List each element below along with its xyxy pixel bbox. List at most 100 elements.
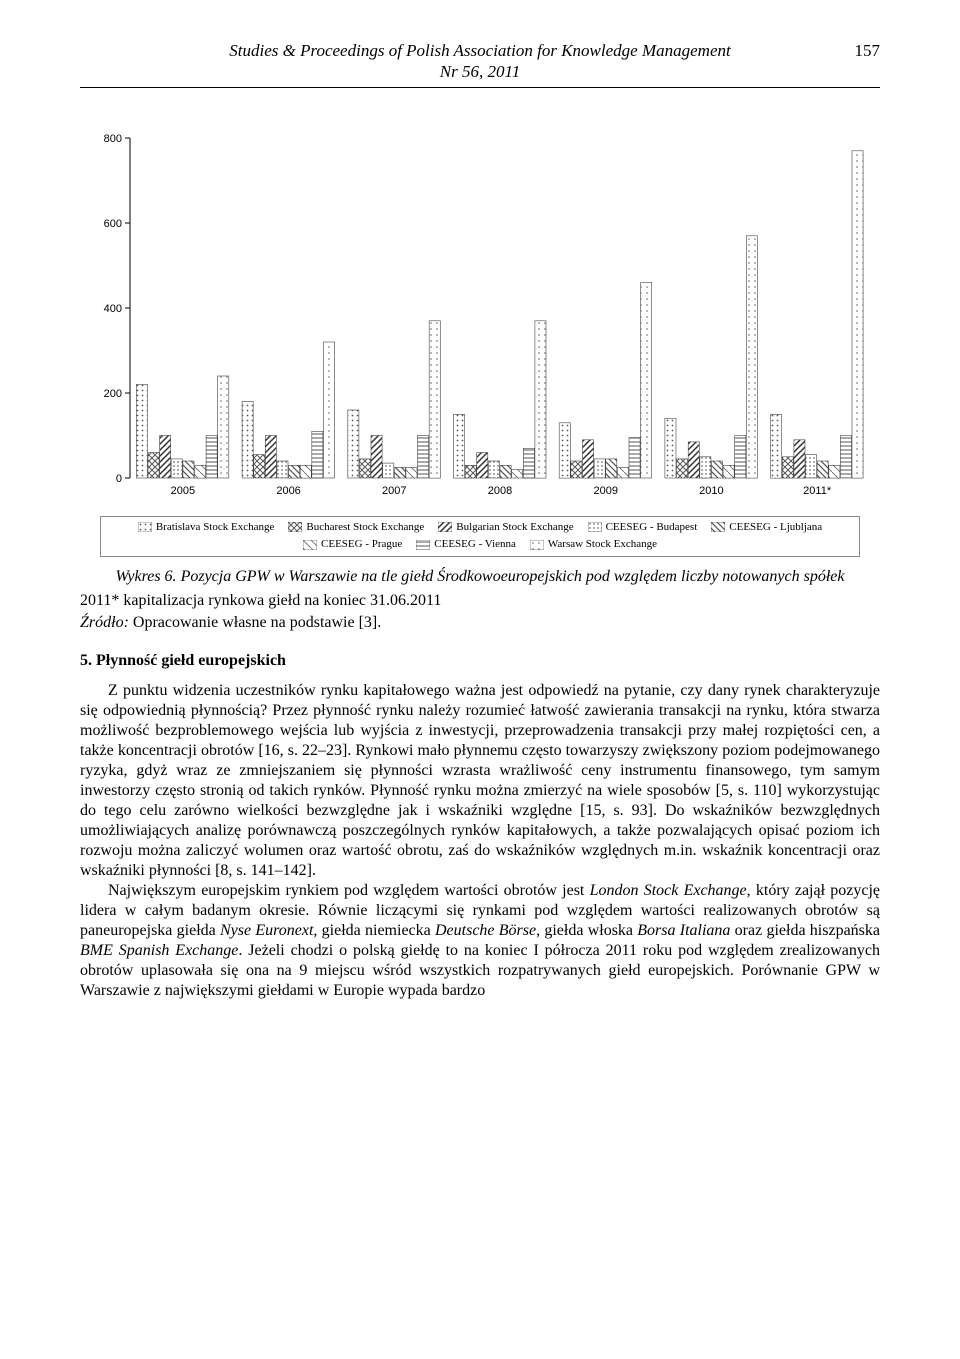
bar [746, 235, 757, 477]
bar [617, 467, 628, 478]
source-label: Źródło: [80, 614, 129, 631]
journal-title-line2: Nr 56, 2011 [440, 62, 520, 81]
svg-text:0: 0 [116, 473, 122, 485]
italic-db: Deutsche Börse [435, 922, 536, 939]
bar [606, 458, 617, 477]
bar [312, 431, 323, 478]
bar [852, 150, 863, 477]
bar [465, 465, 476, 478]
bar [559, 422, 570, 477]
figure-source: Źródło: Opracowanie własne na podstawie … [80, 613, 880, 633]
bar [324, 342, 335, 478]
legend-item: Bratislava Stock Exchange [138, 521, 275, 535]
bar [265, 435, 276, 478]
bar [688, 441, 699, 477]
bar [771, 414, 782, 478]
bar [171, 458, 182, 477]
legend-label: Warsaw Stock Exchange [548, 538, 657, 552]
legend-label: CEESEG - Ljubljana [729, 521, 822, 535]
svg-text:2008: 2008 [488, 485, 512, 497]
page-number: 157 [840, 40, 880, 61]
bar [571, 461, 582, 478]
svg-text:2011*: 2011* [803, 485, 832, 497]
bar [254, 454, 265, 477]
bar [840, 435, 851, 478]
svg-text:2006: 2006 [276, 485, 300, 497]
italic-london: London Stock Exchange [590, 882, 747, 899]
bar [794, 439, 805, 477]
legend-label: Bucharest Stock Exchange [306, 521, 424, 535]
legend-item: Bulgarian Stock Exchange [438, 521, 573, 535]
bar [523, 448, 534, 478]
journal-title-line1: Studies & Proceedings of Polish Associat… [229, 41, 730, 60]
bar [289, 465, 300, 478]
bar [195, 465, 206, 478]
bar [359, 458, 370, 477]
bar [371, 435, 382, 478]
paragraph-1: Z punktu widzenia uczestników rynku kapi… [80, 681, 880, 881]
source-text: Opracowanie własne na podstawie [3]. [129, 614, 381, 631]
bar [500, 465, 511, 478]
legend-label: Bratislava Stock Exchange [156, 521, 275, 535]
bar [348, 410, 359, 478]
italic-bme: BME Spanish Exchange [80, 942, 238, 959]
paragraph-2: Największym europejskim rynkiem pod wzgl… [80, 881, 880, 1001]
svg-text:200: 200 [104, 388, 122, 400]
italic-borsa: Borsa Italiana [637, 922, 730, 939]
bar [700, 456, 711, 477]
legend-item: CEESEG - Budapest [588, 521, 698, 535]
legend-item: Warsaw Stock Exchange [530, 538, 657, 552]
bar [641, 282, 652, 478]
legend-label: CEESEG - Budapest [606, 521, 698, 535]
bar [723, 465, 734, 478]
legend-item: CEESEG - Prague [303, 538, 402, 552]
bar [629, 437, 640, 477]
svg-text:600: 600 [104, 218, 122, 230]
bar [488, 461, 499, 478]
svg-text:2010: 2010 [699, 485, 723, 497]
bar [829, 465, 840, 478]
bar [429, 320, 440, 477]
bar [512, 469, 523, 478]
bar [583, 439, 594, 477]
legend-label: CEESEG - Prague [321, 538, 402, 552]
bar [665, 418, 676, 478]
bar [218, 376, 229, 478]
bar [277, 461, 288, 478]
svg-text:400: 400 [104, 303, 122, 315]
legend-item: CEESEG - Vienna [416, 538, 516, 552]
header-rule [80, 87, 880, 88]
caption-text: Pozycja GPW w Warszawie na tle giełd Śro… [181, 568, 845, 585]
bar [782, 456, 793, 477]
bar [418, 435, 429, 478]
chart-legend: Bratislava Stock Exchange Bucharest Stock… [100, 516, 860, 558]
bar [817, 461, 828, 478]
bar [300, 465, 311, 478]
bar [406, 467, 417, 478]
caption-prefix: Wykres 6. [116, 568, 181, 585]
legend-item: CEESEG - Ljubljana [711, 521, 822, 535]
legend-label: Bulgarian Stock Exchange [456, 521, 573, 535]
bar [383, 463, 394, 478]
svg-text:800: 800 [104, 133, 122, 145]
bar [806, 454, 817, 477]
legend-item: Bucharest Stock Exchange [288, 521, 424, 535]
italic-nyse: Nyse Euronext [220, 922, 313, 939]
page-header: Studies & Proceedings of Polish Associat… [80, 40, 880, 83]
svg-text:2009: 2009 [593, 485, 617, 497]
svg-text:2005: 2005 [171, 485, 195, 497]
bar [454, 414, 465, 478]
bar [148, 452, 159, 478]
legend-label: CEESEG - Vienna [434, 538, 516, 552]
bar [535, 320, 546, 477]
bar [183, 461, 194, 478]
bar [394, 467, 405, 478]
section-heading: 5. Płynność giełd europejskich [80, 651, 880, 671]
bar [242, 401, 253, 478]
bar [711, 461, 722, 478]
bar [136, 384, 147, 478]
bar [735, 435, 746, 478]
bar-chart: 0200400600800200520062007200820092010201… [80, 128, 880, 508]
figure-note: 2011* kapitalizacja rynkowa giełd na kon… [80, 591, 880, 611]
bar [677, 458, 688, 477]
